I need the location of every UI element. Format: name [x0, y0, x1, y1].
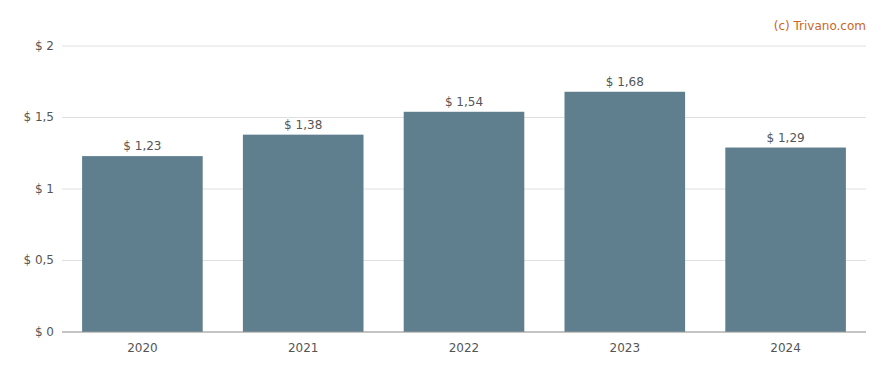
data-label: $ 1,38 — [284, 118, 322, 132]
x-tick-label: 2023 — [610, 341, 641, 355]
x-tick-label: 2020 — [127, 341, 158, 355]
bar — [725, 148, 846, 332]
y-tick-label: $ 0 — [35, 325, 54, 339]
bar — [82, 156, 203, 332]
x-tick-label: 2021 — [288, 341, 319, 355]
bars — [82, 92, 846, 332]
x-tick-label: 2024 — [770, 341, 801, 355]
bar — [404, 112, 525, 332]
y-tick-label: $ 2 — [35, 39, 54, 53]
data-label: $ 1,68 — [606, 75, 644, 89]
grid-line — [62, 46, 866, 47]
data-label: $ 1,29 — [767, 131, 805, 145]
chart-container: $ 0 $ 0,5 $ 1 $ 1,5 $ 2 $ 1,23 $ 1,38 $ 1,54 $ 1… — [0, 0, 888, 370]
y-tick-label: $ 1,5 — [23, 110, 54, 124]
bar — [243, 135, 364, 332]
x-axis-line — [62, 332, 866, 333]
watermark: (c) Trivano.com — [774, 19, 866, 33]
y-tick-label: $ 1 — [35, 182, 54, 196]
x-tick-label: 2022 — [449, 341, 480, 355]
grid-line — [62, 332, 866, 333]
data-label: $ 1,23 — [123, 139, 161, 153]
y-tick-label: $ 0,5 — [23, 253, 54, 267]
bar — [565, 92, 686, 332]
chart-svg: $ 0 $ 0,5 $ 1 $ 1,5 $ 2 $ 1,23 $ 1,38 $ 1,54 $ 1… — [0, 0, 888, 370]
data-label: $ 1,54 — [445, 95, 483, 109]
grid — [62, 46, 866, 332]
